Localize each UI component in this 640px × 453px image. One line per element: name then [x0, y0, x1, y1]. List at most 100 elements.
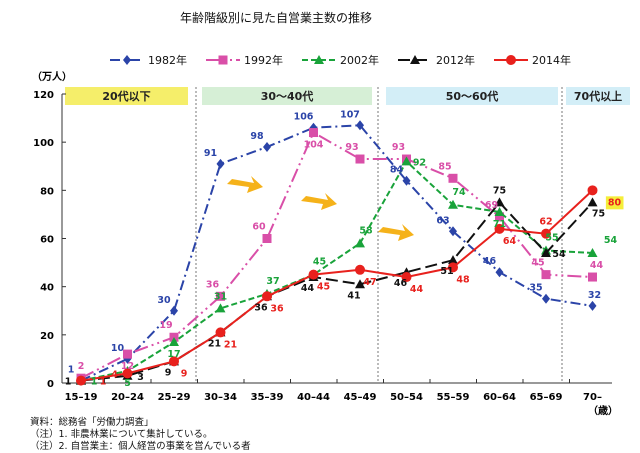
data-label: 107: [340, 109, 360, 120]
data-label: 64: [503, 236, 517, 247]
data-label: 62: [539, 217, 552, 228]
data-label: 106: [294, 112, 314, 123]
band-label: 30〜40代: [261, 89, 314, 103]
data-label: 3: [137, 372, 144, 383]
data-point: [215, 327, 226, 338]
data-point: [355, 264, 365, 275]
y-tick-label: 60: [40, 235, 54, 246]
data-point: [309, 128, 318, 138]
x-tick-label: 55–59: [437, 392, 470, 403]
data-point: [541, 247, 551, 257]
data-label: 47: [363, 277, 376, 288]
data-label: 69: [485, 200, 498, 211]
x-tick-label: 60–64: [483, 392, 516, 403]
data-label: 55: [545, 233, 558, 244]
data-point: [169, 337, 179, 347]
data-point: [542, 293, 550, 304]
data-point: [495, 267, 504, 278]
band-label: 20代以下: [102, 89, 150, 103]
series-line: [80, 159, 593, 382]
legend-label: 1982年: [148, 53, 187, 67]
data-label: 1: [68, 365, 75, 376]
data-point: [588, 300, 597, 311]
data-label: 54: [552, 249, 566, 260]
data-point: [262, 291, 272, 302]
data-label: 31: [214, 291, 227, 302]
arrow-icon: [378, 224, 414, 241]
data-label: 58: [359, 225, 373, 236]
y-tick-label: 20: [40, 331, 54, 342]
note-2: （注）2. 自営業主：個人経営の事業を営んでいる者: [30, 441, 251, 452]
data-label: 75: [592, 208, 605, 219]
x-tick-label: 45–49: [344, 392, 377, 403]
data-point: [355, 154, 365, 164]
data-label: 46: [394, 278, 408, 289]
data-label: 30: [157, 295, 171, 306]
data-label: 21: [208, 338, 221, 349]
data-label: 71: [493, 219, 506, 230]
series-line: [80, 189, 594, 382]
band: [386, 87, 558, 105]
data-point: [170, 305, 178, 316]
series-line: [80, 200, 594, 382]
band-label: 70代以上: [574, 89, 622, 103]
band-label: 50〜60代: [446, 89, 499, 103]
data-label: 2: [78, 361, 85, 372]
data-point: [448, 262, 458, 273]
highlight: [605, 196, 624, 210]
y-tick-label: 120: [33, 90, 54, 101]
data-point: [215, 303, 226, 313]
data-label: 75: [493, 185, 506, 196]
data-label: 54: [604, 235, 618, 246]
legend-marker: [218, 55, 228, 65]
data-point: [402, 175, 411, 186]
notes: 資料：総務省「労働力調査」 （注）1. 非農林業について集計している。 （注）2…: [30, 417, 251, 453]
data-label: 9: [165, 367, 172, 378]
data-point: [541, 228, 551, 239]
data-point: [355, 238, 365, 248]
data-point: [448, 255, 458, 265]
data-point: [122, 368, 133, 379]
data-label: 10: [111, 343, 125, 354]
x-tick-label: 50–54: [390, 392, 423, 403]
data-label: 1: [65, 377, 72, 388]
note-1: （注）1. 非農林業について集計している。: [30, 429, 213, 440]
data-point: [216, 158, 225, 169]
data-point: [588, 272, 597, 282]
band: [566, 87, 630, 105]
legend-label: 2012年: [436, 53, 475, 67]
data-label: 36: [270, 303, 284, 314]
data-point: [356, 120, 364, 131]
band: [202, 87, 372, 105]
data-label: 92: [413, 157, 426, 168]
data-label: 98: [250, 131, 264, 142]
data-point: [448, 173, 458, 183]
legend-label: 2014年: [532, 53, 571, 67]
data-label: 74: [452, 187, 466, 198]
source-note: 資料：総務省「労働力調査」: [30, 417, 154, 428]
data-label: 84: [390, 165, 404, 176]
data-point: [449, 226, 457, 237]
y-tick-label: 40: [40, 283, 54, 294]
y-tick-label: 100: [33, 138, 54, 149]
data-label: 1: [100, 377, 107, 388]
data-point: [495, 212, 504, 222]
arrow-icon: [227, 176, 263, 193]
data-point: [355, 279, 365, 289]
data-label: 37: [266, 276, 279, 287]
data-point: [494, 207, 505, 217]
data-point: [262, 234, 272, 243]
data-label: 63: [436, 215, 449, 226]
arrow-icon: [301, 193, 337, 210]
data-label: 1: [91, 377, 98, 388]
legend-label: 1992年: [244, 53, 283, 67]
data-label: 36: [206, 279, 220, 290]
x-tick-label: 40–44: [297, 392, 330, 403]
data-label: 44: [590, 260, 604, 271]
data-label: 80: [608, 197, 622, 208]
data-label: 9: [181, 368, 188, 379]
x-tick-label: 20–24: [111, 392, 144, 403]
data-point: [401, 156, 412, 166]
data-point: [587, 247, 598, 257]
